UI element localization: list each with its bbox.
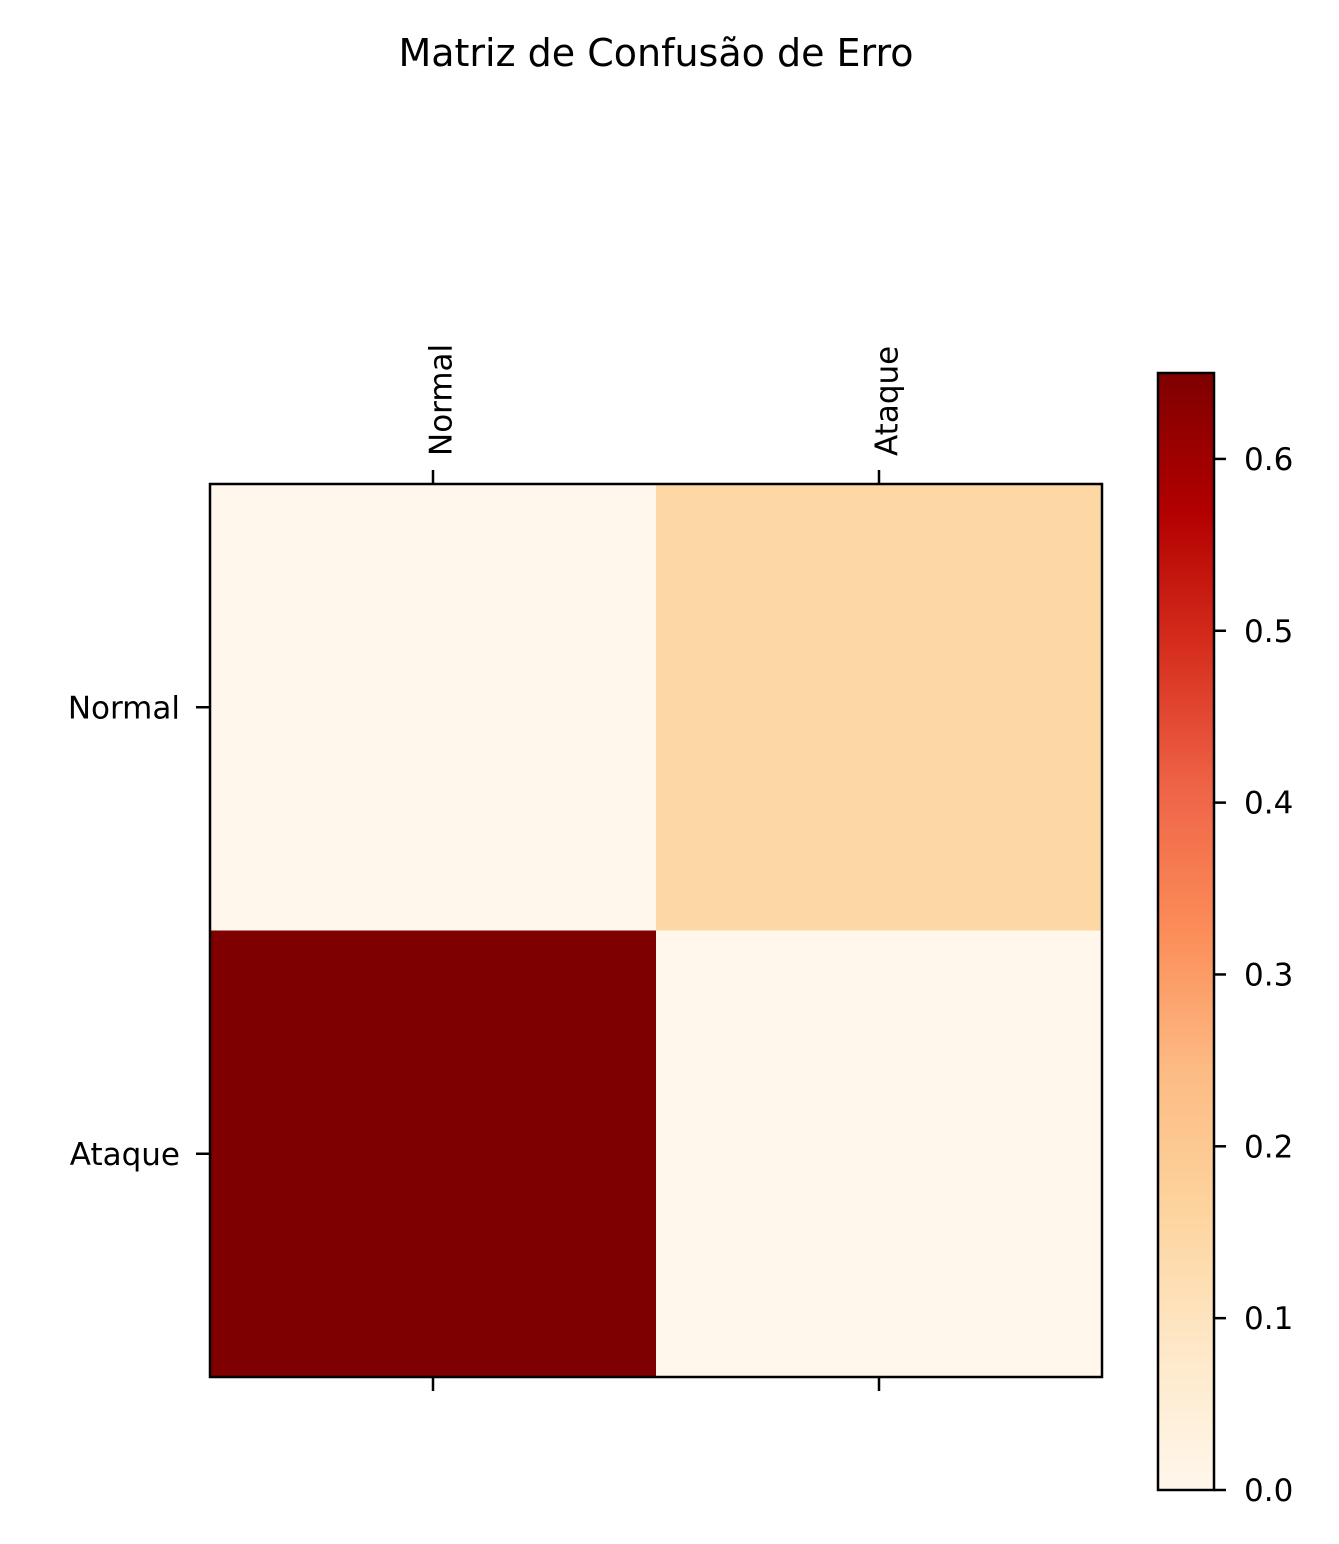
x-tick-label: Normal	[424, 344, 460, 456]
colorbar	[1156, 371, 1216, 1492]
heatmap-cell	[656, 484, 1103, 931]
colorbar-tick-label: 0.2	[1244, 1129, 1293, 1165]
colorbar-tick-label: 0.4	[1244, 786, 1293, 822]
heatmap-cell	[210, 484, 657, 931]
y-axis-ticks: Normal Ataque	[68, 690, 210, 1173]
heatmap-cell	[210, 930, 657, 1378]
heatmap-cells	[210, 484, 1103, 1378]
colorbar-tick-label: 0.1	[1244, 1301, 1293, 1337]
colorbar-tick-label: 0.3	[1244, 957, 1293, 993]
colorbar-tick-label: 0.6	[1244, 442, 1293, 478]
x-tick-label: Ataque	[870, 346, 906, 456]
y-tick-label: Normal	[68, 690, 180, 726]
x-axis-ticks: Normal Ataque	[424, 344, 906, 1391]
colorbar-ticks: 0.0 0.1 0.2 0.3 0.4 0.5 0.6	[1214, 442, 1293, 1509]
colorbar-tick-label: 0.0	[1244, 1473, 1293, 1509]
heatmap-cell	[656, 930, 1103, 1378]
colorbar-tick-label: 0.5	[1244, 614, 1293, 650]
chart-title: Matriz de Confusão de Erro	[398, 31, 913, 75]
y-tick-label: Ataque	[70, 1137, 180, 1173]
plot-frame	[208, 482, 1104, 1379]
